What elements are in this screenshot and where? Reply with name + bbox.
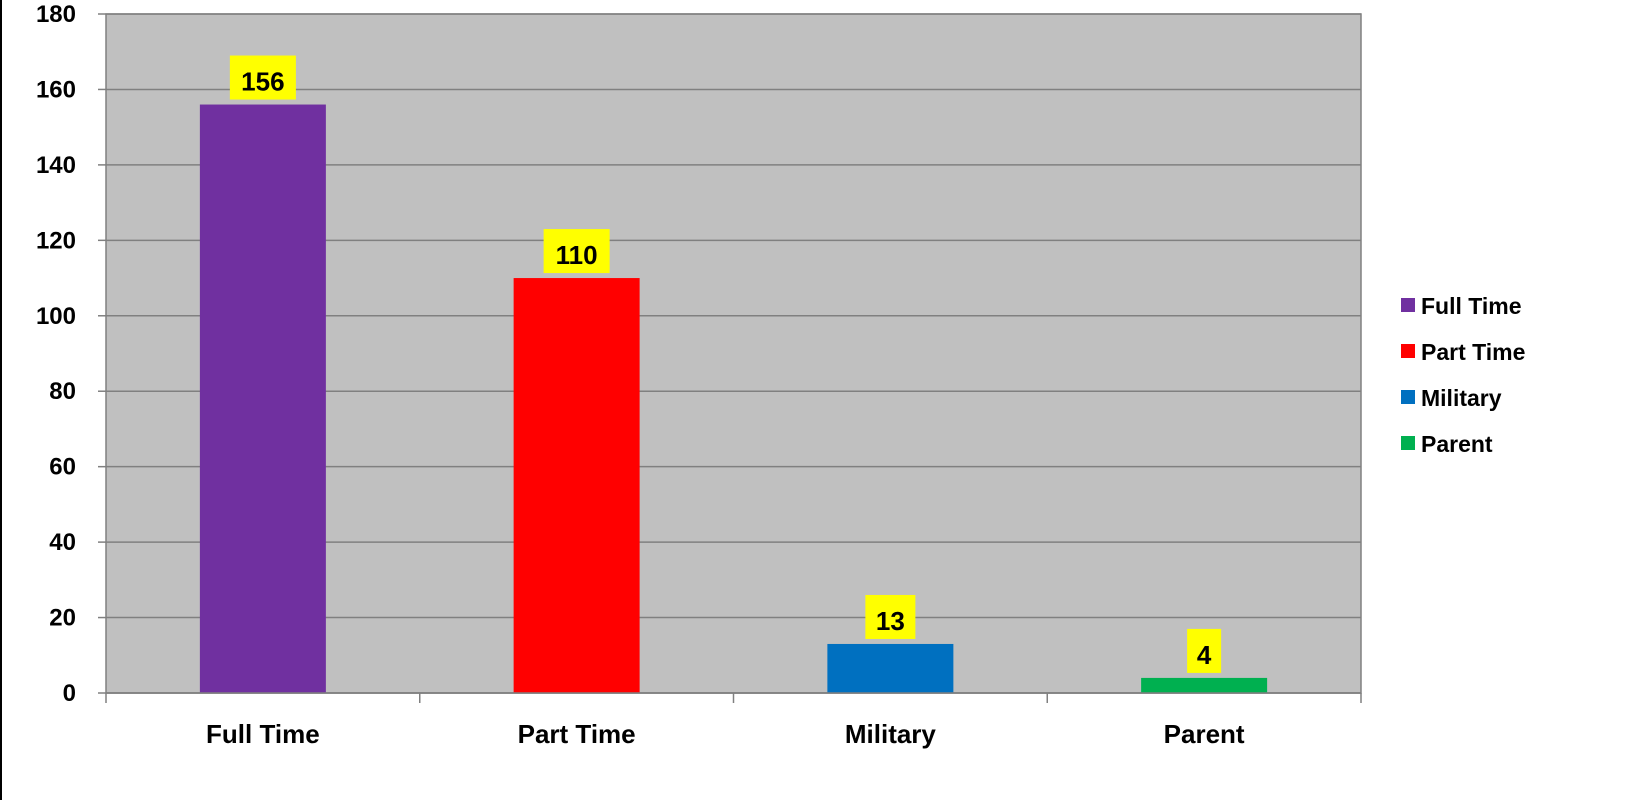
legend-swatch bbox=[1401, 298, 1415, 312]
bars bbox=[199, 104, 1268, 694]
data-label-box bbox=[229, 55, 296, 100]
bar-part-time bbox=[513, 278, 640, 693]
data-label: 4 bbox=[1197, 640, 1212, 670]
x-tick-label: Part Time bbox=[518, 719, 636, 749]
y-tick-label: 60 bbox=[49, 454, 76, 481]
x-tick-label: Military bbox=[845, 719, 937, 749]
legend: Full Time Part Time Military Parent bbox=[1401, 293, 1525, 457]
y-tick-label: 160 bbox=[36, 76, 76, 103]
y-tick-label: 140 bbox=[36, 152, 76, 179]
data-label-box bbox=[865, 594, 916, 639]
x-axis: Full Time Part Time Military Parent bbox=[105, 692, 1362, 749]
bar-parent bbox=[1141, 677, 1268, 693]
bar-military bbox=[827, 643, 954, 693]
bar-full-time bbox=[199, 104, 326, 694]
y-tick-label: 20 bbox=[49, 605, 76, 632]
data-label-box bbox=[543, 229, 610, 274]
y-tick-label: 100 bbox=[36, 303, 76, 330]
y-tick-label: 80 bbox=[49, 378, 76, 405]
y-axis-ticks: 0 20 40 60 80 100 120 140 160 180 bbox=[36, 1, 106, 707]
legend-swatch bbox=[1401, 436, 1415, 450]
x-tick-label: Full Time bbox=[206, 719, 320, 749]
legend-label: Full Time bbox=[1421, 293, 1522, 319]
data-label-box bbox=[1187, 628, 1222, 673]
data-label: 13 bbox=[876, 606, 905, 636]
legend-label: Part Time bbox=[1421, 339, 1525, 365]
y-tick-label: 0 bbox=[63, 680, 76, 707]
data-labels: 156 110 13 4 bbox=[229, 55, 1222, 673]
x-tick-label: Parent bbox=[1164, 719, 1245, 749]
y-tick-label: 40 bbox=[49, 529, 76, 556]
y-tick-label: 180 bbox=[36, 1, 76, 28]
legend-label: Parent bbox=[1421, 431, 1493, 457]
legend-label: Military bbox=[1421, 385, 1502, 411]
data-label: 156 bbox=[241, 67, 284, 97]
data-label: 110 bbox=[556, 240, 598, 270]
y-tick-label: 120 bbox=[36, 227, 76, 254]
legend-swatch bbox=[1401, 390, 1415, 404]
legend-swatch bbox=[1401, 344, 1415, 358]
